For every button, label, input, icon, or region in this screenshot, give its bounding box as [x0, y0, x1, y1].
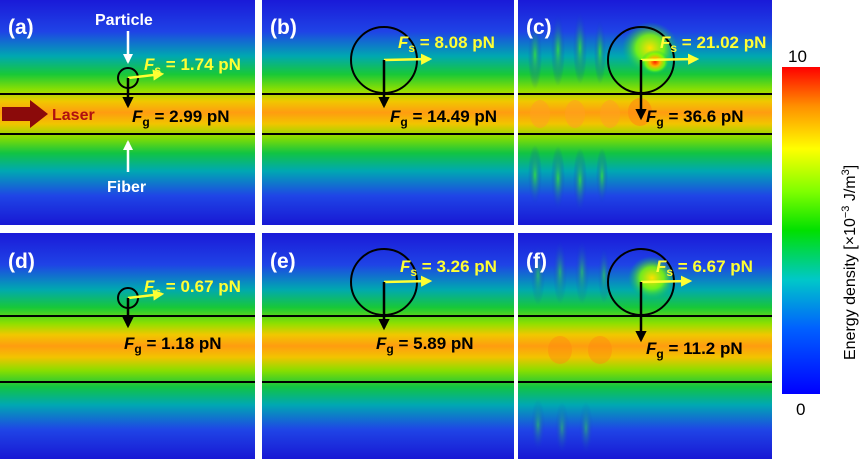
scattering-force-arrow — [127, 69, 165, 81]
panel-label: (d) — [8, 250, 35, 273]
panel-label: (a) — [8, 16, 34, 39]
colorbar-max-label: 10 — [788, 47, 807, 66]
scattering-force-arrow — [383, 275, 433, 287]
scattering-force-label: Fs = 6.67 pN — [656, 257, 753, 279]
colorbar-min-label: 0 — [796, 400, 805, 419]
laser-arrow — [2, 100, 48, 128]
scattering-force-label: Fs = 1.74 pN — [144, 55, 241, 77]
particle-annotation: Particle — [95, 12, 153, 29]
scattering-force-label: Fs = 21.02 pN — [660, 33, 766, 55]
colorbar-gradient — [782, 67, 820, 394]
fiber-annotation: Fiber — [107, 179, 146, 196]
gradient-force-label: Fg = 5.89 pN — [376, 334, 474, 356]
scattering-force-arrow — [127, 289, 165, 301]
laser-annotation: Laser — [52, 107, 95, 124]
scattering-force-label: Fs = 3.26 pN — [400, 257, 497, 279]
gradient-force-label: Fg = 36.6 pN — [646, 107, 744, 129]
field-map — [262, 0, 514, 225]
scattering-force-arrow — [383, 53, 433, 65]
scattering-force-label: Fs = 0.67 pN — [144, 277, 241, 299]
scattering-force-arrow — [640, 275, 693, 287]
panel-f: (f) Fs = 6.67 pN Fg = 11.2 pN — [518, 233, 772, 459]
interference-pattern — [531, 240, 676, 454]
gradient-force-label: Fg = 1.18 pN — [124, 334, 222, 356]
colorbar-title: Energy density [×10−3 J/m3] — [840, 165, 859, 360]
panel-label: (f) — [526, 250, 547, 273]
field-map — [262, 233, 514, 459]
gradient-force-label: Fg = 14.49 pN — [390, 107, 497, 129]
panel-c: (c) Fs = 21.02 pN Fg = 36.6 pN — [518, 0, 772, 225]
panel-e: (e) Fs = 3.26 pN Fg = 5.89 pN — [262, 233, 514, 459]
panel-a: (a) Fs = 1.74 pN Fg = 2.99 pN Particle F… — [0, 0, 255, 225]
panel-label: (e) — [270, 250, 296, 273]
scattering-force-arrow — [640, 53, 700, 65]
panel-label: (c) — [526, 16, 552, 39]
gradient-force-label: Fg = 2.99 pN — [132, 107, 230, 129]
panel-label: (b) — [270, 16, 297, 39]
colorbar: 10 0 Energy density [×10−3 J/m3] — [782, 47, 859, 419]
gradient-force-label: Fg = 11.2 pN — [646, 339, 743, 361]
panel-b: (b) Fs = 8.08 pN Fg = 14.49 pN — [262, 0, 514, 225]
panel-d: (d) Fs = 0.67 pN Fg = 1.18 pN — [0, 233, 255, 459]
field-map — [0, 233, 255, 459]
scattering-force-label: Fs = 8.08 pN — [398, 33, 495, 55]
